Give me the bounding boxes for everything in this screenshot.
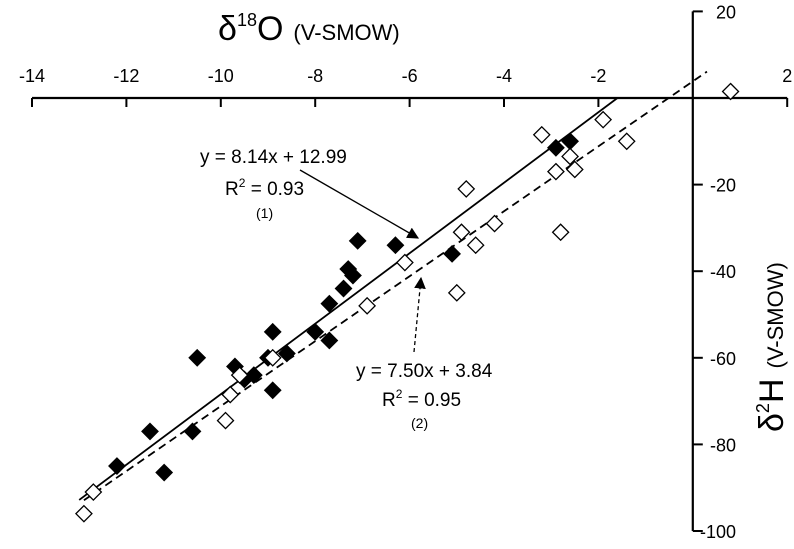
- y-tick-label: -80: [710, 435, 736, 455]
- filled-diamond-point: [320, 294, 339, 313]
- x-axis-title-element: O: [257, 10, 283, 48]
- y-axis-title-element: H: [753, 378, 791, 403]
- open-diamond-point: [551, 223, 570, 242]
- open-diamond-point: [216, 411, 235, 430]
- open-diamond-point: [485, 214, 504, 233]
- x-axis-title: δ18O (V-SMOW): [218, 10, 400, 48]
- open-diamond-point: [457, 180, 476, 198]
- annotation-2-tag: (2): [411, 415, 428, 431]
- fit-line-1: [78, 97, 618, 501]
- y-axis-title-unit: (V-SMOW): [763, 262, 788, 368]
- open-diamond-point: [447, 283, 466, 302]
- open-diamond-point: [395, 253, 414, 272]
- filled-diamond-point: [277, 344, 296, 363]
- filled-diamond-point: [443, 244, 461, 263]
- open-diamond-point: [617, 132, 636, 151]
- filled-diamond-point: [344, 266, 362, 285]
- regression-lines: [78, 70, 708, 502]
- open-diamond-point: [721, 82, 740, 101]
- annotation-1-r2: R2 = 0.93: [225, 176, 304, 200]
- annotation-2-arrow: [413, 276, 426, 353]
- annotation-2-equation: y = 7.50x + 3.84: [356, 361, 493, 382]
- open-diamond-point: [358, 296, 377, 315]
- x-tick-label: 2: [782, 66, 792, 86]
- x-axis-title-symbol: δ: [218, 10, 237, 48]
- y-axis-title: δ2H (V-SMOW): [753, 262, 791, 432]
- open-diamond-point: [263, 348, 282, 367]
- open-diamond-point: [561, 147, 579, 166]
- filled-diamond-point: [188, 348, 207, 367]
- x-tick-label: -8: [307, 66, 323, 86]
- x-tick-label: -6: [402, 66, 418, 86]
- annotation-2-r2-prefix: R: [382, 390, 396, 411]
- x-tick-label: -14: [19, 66, 45, 86]
- open-diamond-point: [452, 223, 471, 242]
- filled-diamond-point: [263, 322, 282, 341]
- annotation-1-equation: y = 8.14x + 12.99: [200, 147, 347, 168]
- filled-diamond-point: [334, 279, 353, 298]
- open-diamond-point: [75, 504, 93, 523]
- axes: -14 -12 -10 -8 -6 -4 -2 2 -100 -80 -60 -40 -20 20: [19, 2, 792, 542]
- y-tick-label: 20: [716, 2, 736, 22]
- y-axis-title-symbol: δ: [753, 413, 791, 432]
- open-diamond-point: [230, 366, 249, 385]
- annotation-1-arrow: [299, 169, 420, 239]
- open-diamond-point: [84, 483, 103, 501]
- filled-diamond-point: [183, 422, 202, 441]
- x-axis-title-superscript: 18: [237, 10, 257, 30]
- x-axis-title-unit: (V-SMOW): [293, 20, 399, 45]
- open-diamond-point: [594, 110, 613, 129]
- annotation-1-r2-value: = 0.93: [245, 179, 304, 200]
- annotation-2-r2: R2 = 0.95: [382, 387, 461, 411]
- open-diamond-point: [565, 160, 584, 179]
- filled-diamond-point: [244, 366, 263, 385]
- y-axis-title-superscript: 2: [753, 403, 773, 413]
- filled-diamond-point: [320, 331, 339, 350]
- x-tick-label: -2: [590, 66, 606, 86]
- annotation-1-r2-exp: 2: [239, 176, 246, 190]
- annotation-2: y = 7.50x + 3.84 R2 = 0.95 (2): [356, 361, 493, 431]
- filled-diamond-point: [386, 236, 405, 255]
- fit-line-2: [83, 70, 708, 502]
- x-tick-label: -10: [208, 66, 234, 86]
- annotation-1: y = 8.14x + 12.99 R2 = 0.93 (1): [200, 147, 347, 221]
- filled-diamond-point: [263, 381, 282, 400]
- open-diamond-point: [547, 162, 565, 181]
- annotation-1-tag: (1): [256, 205, 273, 221]
- filled-diamond-point: [306, 322, 325, 341]
- annotation-2-r2-value: = 0.95: [402, 390, 461, 411]
- filled-diamond-point: [348, 231, 367, 250]
- x-tick-label: -4: [496, 66, 512, 86]
- filled-diamond-point: [108, 457, 126, 475]
- y-tick-label: -20: [710, 176, 736, 196]
- filled-diamond-point: [155, 463, 174, 482]
- open-diamond-point: [221, 385, 240, 404]
- filled-diamond-point: [547, 138, 565, 157]
- y-tick-label: -100: [700, 522, 736, 542]
- y-tick-label: -40: [710, 262, 736, 282]
- annotation-1-r2-prefix: R: [225, 179, 239, 200]
- data-points: [75, 82, 740, 523]
- open-diamond-point: [466, 236, 485, 255]
- open-diamond-point: [532, 125, 551, 144]
- filled-diamond-point: [141, 422, 159, 441]
- y-tick-label: -60: [710, 349, 736, 369]
- filled-diamond-point: [561, 132, 579, 151]
- annotation-2-r2-exp: 2: [396, 387, 403, 401]
- x-tick-label: -12: [113, 66, 139, 86]
